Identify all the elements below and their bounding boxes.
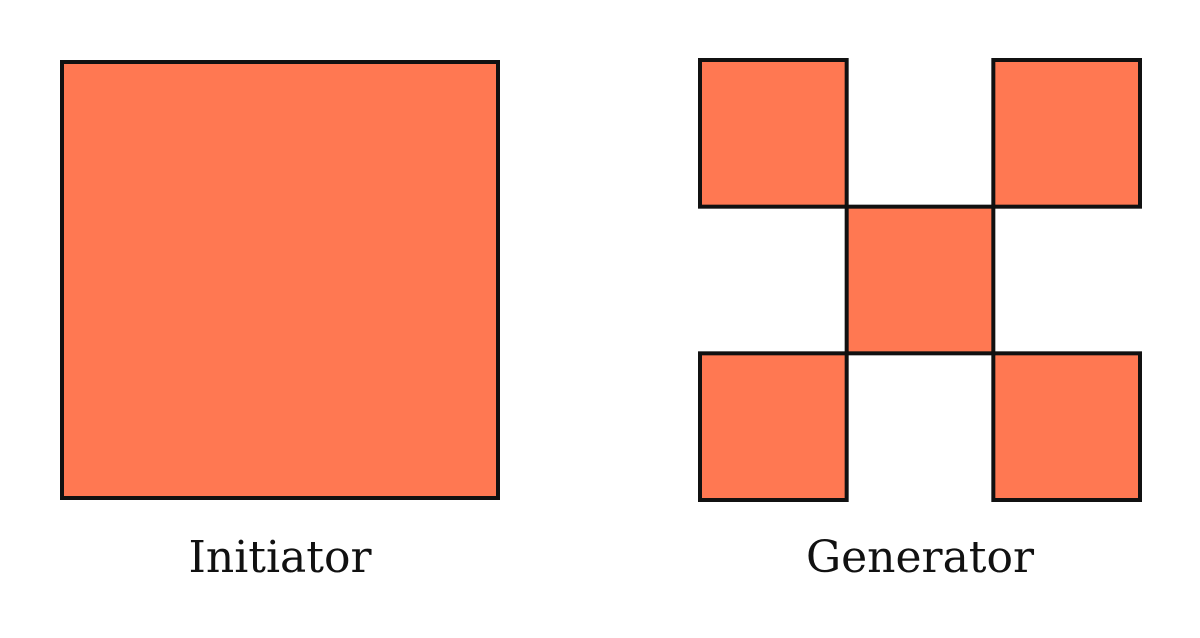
generator-label: Generator bbox=[805, 532, 1035, 583]
generator-square-r2-c2 bbox=[991, 351, 1142, 503]
generator-square-r2-c0 bbox=[698, 351, 849, 503]
initiator-square bbox=[60, 60, 500, 500]
generator-square-r0-c2 bbox=[991, 58, 1142, 209]
generator-shape bbox=[698, 58, 1142, 503]
initiator-label: Initiator bbox=[188, 532, 372, 583]
generator-square-r1-c1 bbox=[844, 204, 996, 356]
generator-square-r0-c0 bbox=[698, 58, 849, 209]
initiator-shape bbox=[60, 60, 500, 500]
